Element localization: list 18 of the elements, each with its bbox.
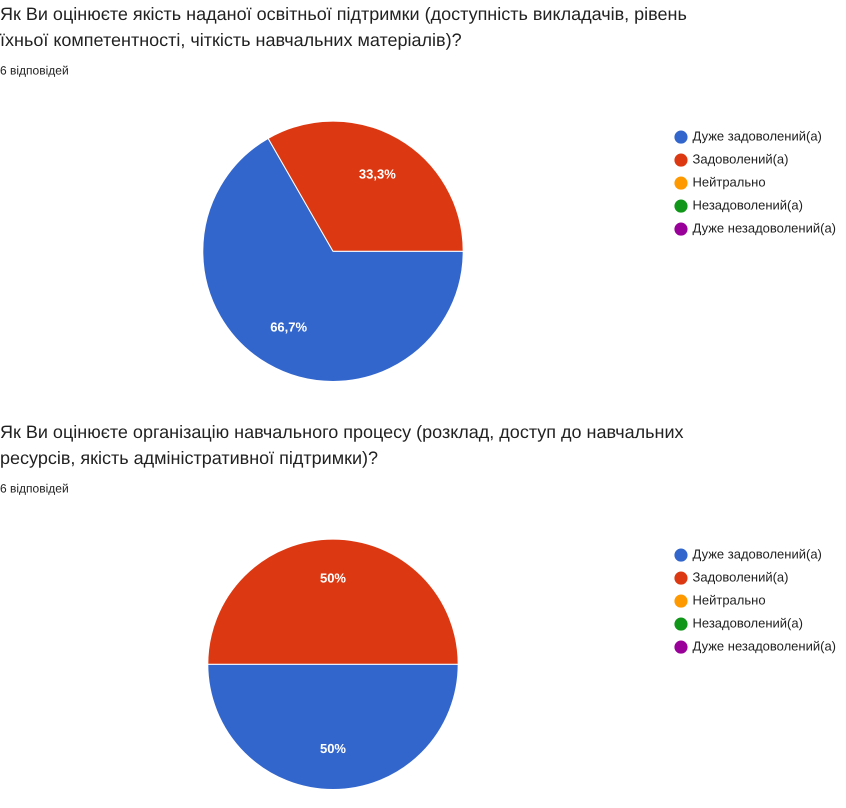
- data-label: 50%: [320, 570, 346, 586]
- legend-label: Задоволений(а): [692, 570, 788, 585]
- text: 6 відповідей: [0, 64, 69, 78]
- chart-title: Як Ви оцінюєте якість наданої освітньої підтримки (доступність викладачів, рівень їхньої компетентності, чіткість навчальних матеріалів)?: [0, 4, 687, 50]
- legend-label: Незадоволений(а): [692, 616, 803, 631]
- legend-label: Дуже задоволений(а): [692, 546, 822, 562]
- text: 6 відповідей: [0, 482, 69, 496]
- legend-label: Нейтрально: [692, 174, 766, 190]
- data-label: 33,3%: [358, 166, 396, 182]
- legend-label: Задоволений(а): [692, 152, 788, 167]
- legend-label: Дуже незадоволений(а): [692, 220, 836, 236]
- legend-label: Дуже незадоволений(а): [692, 638, 836, 654]
- legend-label: Незадоволений(а): [692, 198, 803, 213]
- chart-title: Як Ви оцінюєте організацію навчального процесу (розклад, доступ до навчальних ресурсів, якість адміністративної підтримки)?: [0, 422, 684, 468]
- legend-label: Нейтрально: [692, 592, 766, 608]
- legend-label: Дуже задоволений(а): [692, 128, 822, 144]
- data-label: 50%: [320, 741, 346, 756]
- data-label: 66,7%: [270, 320, 308, 335]
